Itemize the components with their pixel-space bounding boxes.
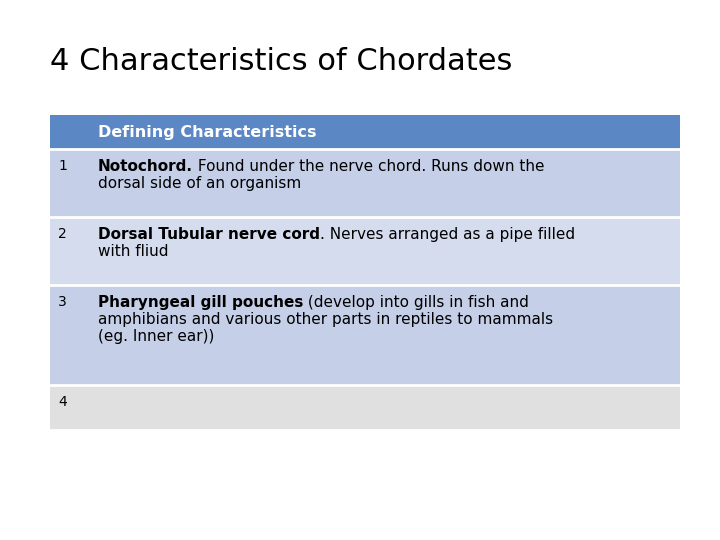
Text: (develop into gills in fish and: (develop into gills in fish and [303,295,529,310]
Text: 4: 4 [58,395,67,409]
Text: 4 Characteristics of Chordates: 4 Characteristics of Chordates [50,48,513,77]
Text: 2: 2 [58,227,67,241]
Text: with fliud: with fliud [98,244,168,259]
Bar [50,149,680,217]
Text: (eg. Inner ear)): (eg. Inner ear)) [98,329,215,344]
Text: 3: 3 [58,295,67,309]
Bar [50,217,680,285]
Bar [50,385,680,430]
Bar [50,115,680,149]
Text: dorsal side of an organism: dorsal side of an organism [98,176,301,191]
Text: Found under the nerve chord. Runs down the: Found under the nerve chord. Runs down t… [193,159,544,174]
Text: Pharyngeal gill pouches: Pharyngeal gill pouches [98,295,303,310]
Text: Dorsal Tubular nerve cord: Dorsal Tubular nerve cord [98,227,320,242]
Text: 1: 1 [58,159,67,173]
Text: amphibians and various other parts in reptiles to mammals: amphibians and various other parts in re… [98,312,553,327]
Text: . Nerves arranged as a pipe filled: . Nerves arranged as a pipe filled [320,227,575,242]
Text: Notochord.: Notochord. [98,159,193,174]
Text: Defining Characteristics: Defining Characteristics [98,125,317,139]
Bar [50,285,680,385]
